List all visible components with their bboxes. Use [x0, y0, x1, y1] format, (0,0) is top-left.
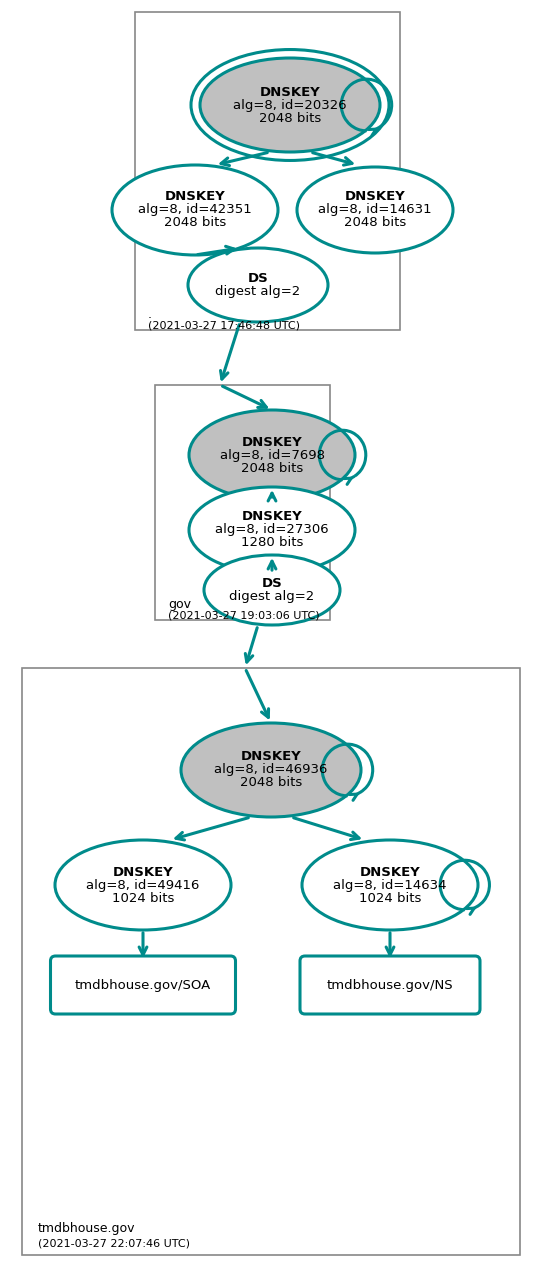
Text: alg=8, id=42351: alg=8, id=42351	[138, 203, 252, 216]
Text: 1024 bits: 1024 bits	[112, 892, 174, 905]
Ellipse shape	[55, 840, 231, 930]
Text: 1024 bits: 1024 bits	[359, 892, 421, 905]
FancyBboxPatch shape	[300, 956, 480, 1013]
Text: DNSKEY: DNSKEY	[241, 510, 302, 524]
Text: DNSKEY: DNSKEY	[241, 750, 301, 763]
Text: 1280 bits: 1280 bits	[241, 537, 303, 550]
Text: alg=8, id=27306: alg=8, id=27306	[215, 524, 329, 537]
Ellipse shape	[204, 555, 340, 625]
Ellipse shape	[297, 167, 453, 253]
Text: DNSKEY: DNSKEY	[165, 190, 225, 203]
Ellipse shape	[112, 165, 278, 256]
Text: tmdbhouse.gov/SOA: tmdbhouse.gov/SOA	[75, 979, 211, 992]
Ellipse shape	[200, 58, 380, 152]
Text: (2021-03-27 22:07:46 UTC): (2021-03-27 22:07:46 UTC)	[38, 1238, 190, 1249]
Bar	[155, 385, 330, 620]
Text: gov: gov	[168, 598, 191, 611]
Text: DNSKEY: DNSKEY	[260, 86, 320, 98]
Text: (2021-03-27 17:46:48 UTC): (2021-03-27 17:46:48 UTC)	[148, 320, 300, 330]
Text: DS: DS	[261, 576, 282, 590]
Text: digest alg=2: digest alg=2	[230, 590, 315, 603]
FancyBboxPatch shape	[51, 956, 235, 1013]
Text: (2021-03-27 19:03:06 UTC): (2021-03-27 19:03:06 UTC)	[168, 610, 320, 620]
Text: 2048 bits: 2048 bits	[240, 777, 302, 790]
Text: tmdbhouse.gov/NS: tmdbhouse.gov/NS	[327, 979, 453, 992]
Text: alg=8, id=14631: alg=8, id=14631	[318, 203, 432, 216]
Text: DNSKEY: DNSKEY	[345, 190, 406, 203]
Bar	[22, 668, 520, 1255]
Text: alg=8, id=20326: alg=8, id=20326	[233, 98, 347, 111]
Text: 2048 bits: 2048 bits	[164, 216, 226, 230]
Text: DNSKEY: DNSKEY	[241, 436, 302, 449]
Text: 2048 bits: 2048 bits	[344, 216, 406, 230]
Text: alg=8, id=46936: alg=8, id=46936	[214, 763, 328, 777]
Text: alg=8, id=49416: alg=8, id=49416	[86, 878, 200, 892]
Ellipse shape	[189, 410, 355, 500]
Text: 2048 bits: 2048 bits	[241, 461, 303, 474]
Text: tmdbhouse.gov: tmdbhouse.gov	[38, 1222, 136, 1235]
Text: DS: DS	[248, 272, 268, 285]
Text: digest alg=2: digest alg=2	[215, 285, 301, 298]
Ellipse shape	[181, 723, 361, 817]
Ellipse shape	[302, 840, 478, 930]
Text: DNSKEY: DNSKEY	[113, 865, 173, 878]
Text: 2048 bits: 2048 bits	[259, 111, 321, 124]
Text: alg=8, id=14634: alg=8, id=14634	[333, 878, 447, 892]
Text: .: .	[148, 308, 152, 321]
Ellipse shape	[189, 487, 355, 573]
Text: DNSKEY: DNSKEY	[360, 865, 420, 878]
Text: alg=8, id=7698: alg=8, id=7698	[219, 449, 325, 461]
Ellipse shape	[188, 248, 328, 322]
Bar	[135, 12, 400, 330]
